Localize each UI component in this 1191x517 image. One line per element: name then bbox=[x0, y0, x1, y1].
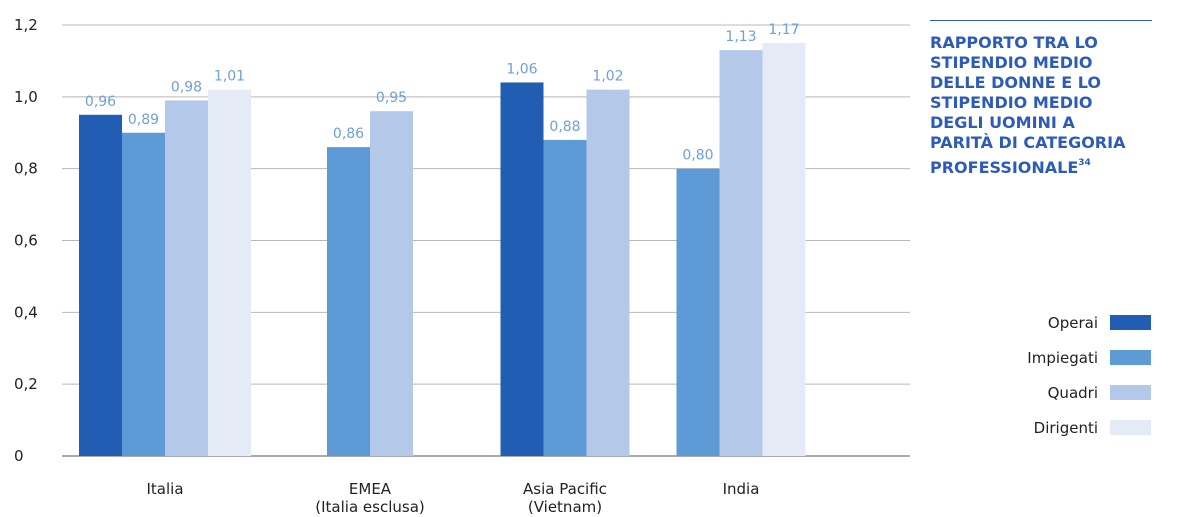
x-tick-label: (Vietnam) bbox=[528, 498, 602, 516]
x-tick-label: India bbox=[723, 480, 760, 498]
legend-swatch bbox=[1110, 350, 1151, 365]
bar bbox=[79, 114, 122, 457]
y-tick-label: 1,0 bbox=[14, 88, 38, 106]
chart-title-block: RAPPORTO TRA LO STIPENDIO MEDIO DELLE DO… bbox=[930, 20, 1152, 178]
y-tick-label: 0 bbox=[14, 447, 24, 465]
data-label: 1,06 bbox=[506, 61, 537, 77]
legend-label: Impiegati bbox=[1027, 349, 1098, 367]
data-label: 0,89 bbox=[128, 112, 159, 128]
legend-swatch bbox=[1110, 315, 1151, 330]
bar bbox=[586, 89, 630, 457]
bar bbox=[327, 147, 370, 456]
bar bbox=[370, 111, 413, 456]
legend-label: Operai bbox=[1048, 314, 1098, 332]
data-label: 0,96 bbox=[85, 94, 116, 110]
data-label: 0,95 bbox=[376, 90, 407, 106]
y-tick-label: 1,2 bbox=[14, 16, 38, 34]
y-tick-label: 0,2 bbox=[14, 375, 38, 393]
data-label: 0,88 bbox=[549, 119, 580, 135]
bar bbox=[208, 89, 251, 457]
legend-swatch bbox=[1110, 420, 1151, 435]
bar bbox=[122, 132, 165, 456]
data-label: 1,01 bbox=[214, 69, 245, 85]
x-tick-label: Asia Pacific bbox=[523, 480, 607, 498]
legend-swatch bbox=[1110, 385, 1151, 400]
bar bbox=[719, 50, 763, 457]
data-label: 0,80 bbox=[682, 148, 713, 164]
bar bbox=[165, 100, 208, 457]
bar bbox=[762, 42, 806, 456]
x-tick-label: Italia bbox=[146, 480, 183, 498]
legend-label: Dirigenti bbox=[1034, 419, 1098, 437]
data-label: 1,17 bbox=[768, 22, 799, 38]
data-label: 1,13 bbox=[725, 29, 756, 45]
x-tick-label: (Italia esclusa) bbox=[315, 498, 424, 516]
bar bbox=[676, 168, 720, 456]
y-tick-label: 0,6 bbox=[14, 232, 38, 250]
chart-title-text: RAPPORTO TRA LO STIPENDIO MEDIO DELLE DO… bbox=[930, 33, 1126, 177]
data-label: 1,02 bbox=[592, 69, 623, 85]
x-tick-label: EMEA bbox=[349, 480, 392, 498]
y-tick-label: 0,8 bbox=[14, 160, 38, 178]
bar bbox=[500, 82, 544, 456]
data-label: 0,86 bbox=[333, 126, 364, 142]
bar bbox=[543, 139, 587, 456]
chart-title: RAPPORTO TRA LO STIPENDIO MEDIO DELLE DO… bbox=[930, 33, 1152, 178]
data-label: 0,98 bbox=[171, 79, 202, 95]
legend-label: Quadri bbox=[1048, 384, 1098, 402]
chart-title-footnote: 34 bbox=[1078, 158, 1091, 168]
y-tick-label: 0,4 bbox=[14, 303, 38, 321]
